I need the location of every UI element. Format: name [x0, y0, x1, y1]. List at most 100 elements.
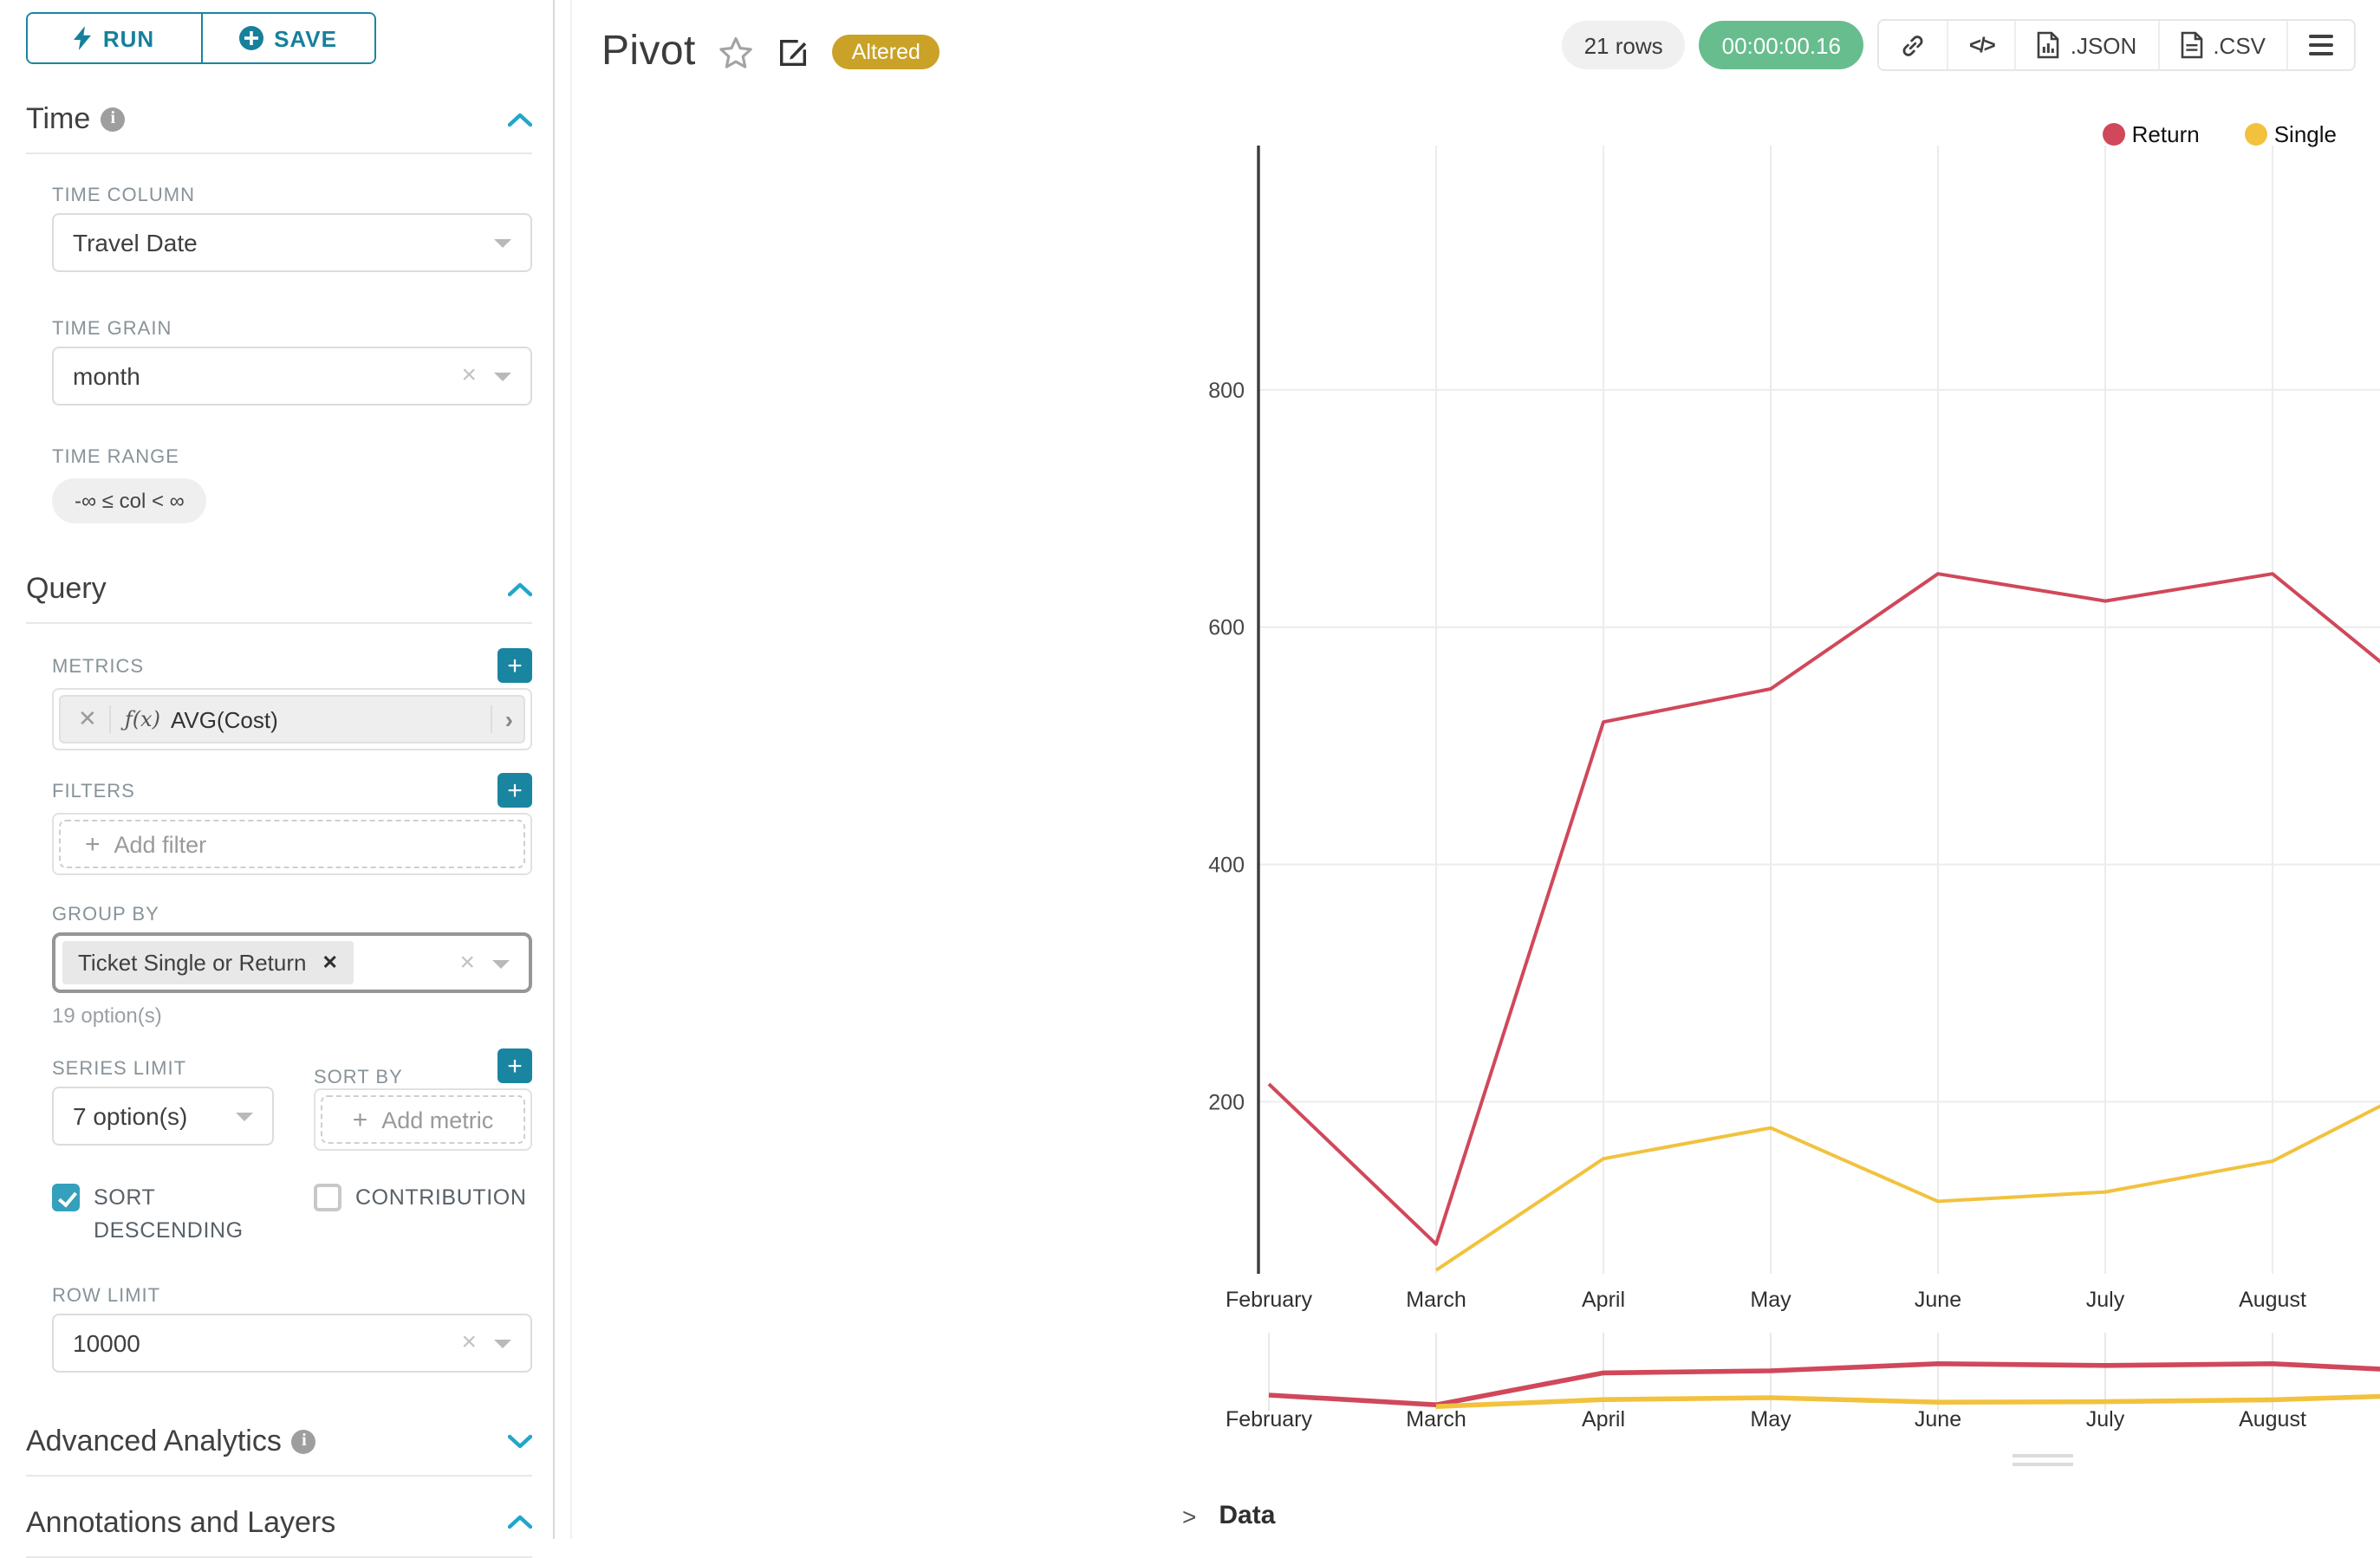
control-panel-sidebar: RUN SAVE Time i TIME COLUMN Travel Date … [0, 0, 572, 1558]
legend-item[interactable]: Single [2244, 121, 2337, 147]
run-button[interactable]: RUN [28, 14, 200, 62]
row-count-badge: 21 rows [1561, 21, 1686, 69]
metric-pill-label: AVG(Cost) [170, 706, 278, 732]
sort-descending-label: SORT DESCENDING [94, 1185, 244, 1243]
metrics-box: ✕ ƒ(x) AVG(Cost) › [52, 688, 532, 750]
clear-icon[interactable]: × [461, 360, 477, 390]
group-by-label: GROUP BY [52, 905, 159, 925]
sort-by-box: + Add metric [314, 1088, 532, 1151]
chevron-up-icon[interactable] [508, 112, 532, 127]
time-grain-label: TIME GRAIN [52, 319, 172, 340]
remove-metric-icon[interactable]: ✕ [71, 705, 111, 733]
chevron-down-icon [492, 959, 510, 968]
preview-line-single [1435, 1393, 2380, 1409]
y-axis-tick: 200 [1208, 1090, 1245, 1114]
add-filter-button[interactable]: + [497, 773, 532, 808]
export-csv-label: .CSV [2213, 32, 2266, 58]
add-sort-metric-dropzone[interactable]: + Add metric [321, 1095, 525, 1144]
edit-properties-icon[interactable] [777, 36, 810, 68]
y-axis-tick: 600 [1208, 616, 1245, 640]
advanced-analytics-title: Advanced Analytics [26, 1424, 282, 1457]
x-axis-label: June [1915, 1288, 1961, 1312]
time-section-title: Time [26, 102, 91, 135]
panel-resize-handle[interactable] [2013, 1454, 2073, 1471]
link-icon [1902, 35, 1923, 55]
chevron-down-icon [236, 1113, 253, 1121]
time-range-pill[interactable]: -∞ ≤ col < ∞ [52, 478, 207, 523]
chevron-right-icon[interactable]: › [491, 705, 513, 733]
series-line-single [1434, 1104, 2380, 1272]
y-axis-tick: 400 [1208, 854, 1245, 878]
clear-icon[interactable]: × [461, 1327, 477, 1357]
chevron-down-icon [494, 239, 511, 248]
legend-label: Single [2273, 121, 2337, 147]
add-metric-button[interactable]: + [497, 648, 532, 683]
metric-pill[interactable]: ✕ ƒ(x) AVG(Cost) › [59, 695, 525, 743]
clear-icon[interactable]: × [459, 947, 475, 977]
run-button-label: RUN [102, 25, 155, 51]
line-chart[interactable]: 200 400 600 800 February March April May June Jul… [1182, 121, 2380, 1456]
time-grain-select[interactable]: month × [52, 347, 532, 406]
preview-x-label: May [1750, 1407, 1792, 1431]
preview-x-label: February [1226, 1407, 1313, 1431]
embed-code-button[interactable]: </> [1947, 21, 2015, 69]
contribution-checkbox[interactable] [314, 1184, 341, 1211]
chart-title[interactable]: Pivot [602, 28, 696, 75]
chart-area: Pivot Altered 21 rows 00:00:00.16 </> [572, 0, 2380, 1539]
x-axis-label: August [2239, 1288, 2306, 1312]
menu-button[interactable] [2286, 21, 2354, 69]
sidebar-divider-light [570, 0, 572, 1539]
time-section-header[interactable]: Time i [26, 102, 532, 154]
y-axis-tick: 800 [1208, 379, 1245, 403]
plus-icon: + [85, 829, 101, 859]
time-column-label: TIME COLUMN [52, 185, 195, 206]
row-limit-select[interactable]: 10000 × [52, 1313, 532, 1373]
series-limit-select[interactable]: 7 option(s) [52, 1087, 274, 1146]
legend-item[interactable]: Return [2102, 121, 2200, 147]
chevron-right-icon: > [1182, 1502, 1197, 1529]
run-save-button-group: RUN SAVE [26, 12, 376, 64]
sidebar-divider [553, 0, 555, 1539]
favorite-star-icon[interactable] [719, 34, 755, 70]
preview-x-label: March [1406, 1407, 1466, 1431]
group-by-tag[interactable]: Ticket Single or Return ✕ [62, 941, 354, 984]
time-column-value: Travel Date [73, 229, 198, 256]
data-panel-toggle[interactable]: > Data [1182, 1501, 1275, 1530]
plus-icon: + [352, 1105, 368, 1134]
time-column-select[interactable]: Travel Date [52, 213, 532, 272]
group-by-tag-label: Ticket Single or Return [78, 950, 307, 976]
info-icon: i [101, 107, 126, 132]
group-by-select[interactable]: Ticket Single or Return ✕ × [52, 932, 532, 993]
json-file-icon [2038, 31, 2060, 59]
x-axis-label: May [1750, 1288, 1792, 1312]
series-line-return [1267, 572, 2380, 1246]
add-sort-metric-button[interactable]: + [497, 1048, 532, 1083]
save-button[interactable]: SAVE [200, 14, 374, 62]
add-filter-dropzone[interactable]: + Add filter [59, 820, 525, 868]
export-json-label: .JSON [2070, 32, 2137, 58]
add-filter-placeholder: Add filter [114, 831, 207, 857]
legend-label: Return [2131, 121, 2200, 147]
query-section-header[interactable]: Query [26, 572, 532, 624]
chevron-up-icon[interactable] [508, 581, 532, 597]
chart-legend: Return Single [2102, 121, 2337, 147]
sort-by-placeholder: Add metric [381, 1107, 494, 1133]
sort-descending-checkbox[interactable] [52, 1184, 80, 1211]
annotations-layers-header[interactable]: Annotations and Layers [26, 1506, 532, 1558]
remove-tag-icon[interactable]: ✕ [322, 953, 338, 974]
export-csv-button[interactable]: .CSV [2157, 21, 2286, 69]
series-limit-label: SERIES LIMIT [52, 1059, 187, 1080]
x-axis-label: February [1226, 1288, 1313, 1312]
altered-badge[interactable]: Altered [832, 35, 940, 69]
row-limit-label: ROW LIMIT [52, 1285, 161, 1307]
csv-file-icon [2181, 31, 2202, 59]
export-json-button[interactable]: .JSON [2014, 21, 2158, 69]
time-range-label: TIME RANGE [52, 447, 179, 468]
advanced-analytics-header[interactable]: Advanced Analytics i [26, 1425, 532, 1477]
chart-svg[interactable]: 200 400 600 800 February March April May June Jul… [1182, 121, 2380, 1456]
chevron-up-icon[interactable] [508, 1516, 532, 1531]
copy-link-button[interactable] [1879, 21, 1947, 69]
fx-icon: ƒ(x) [124, 707, 160, 731]
preview-x-label: July [2086, 1407, 2125, 1431]
chevron-down-icon[interactable] [508, 1434, 532, 1450]
